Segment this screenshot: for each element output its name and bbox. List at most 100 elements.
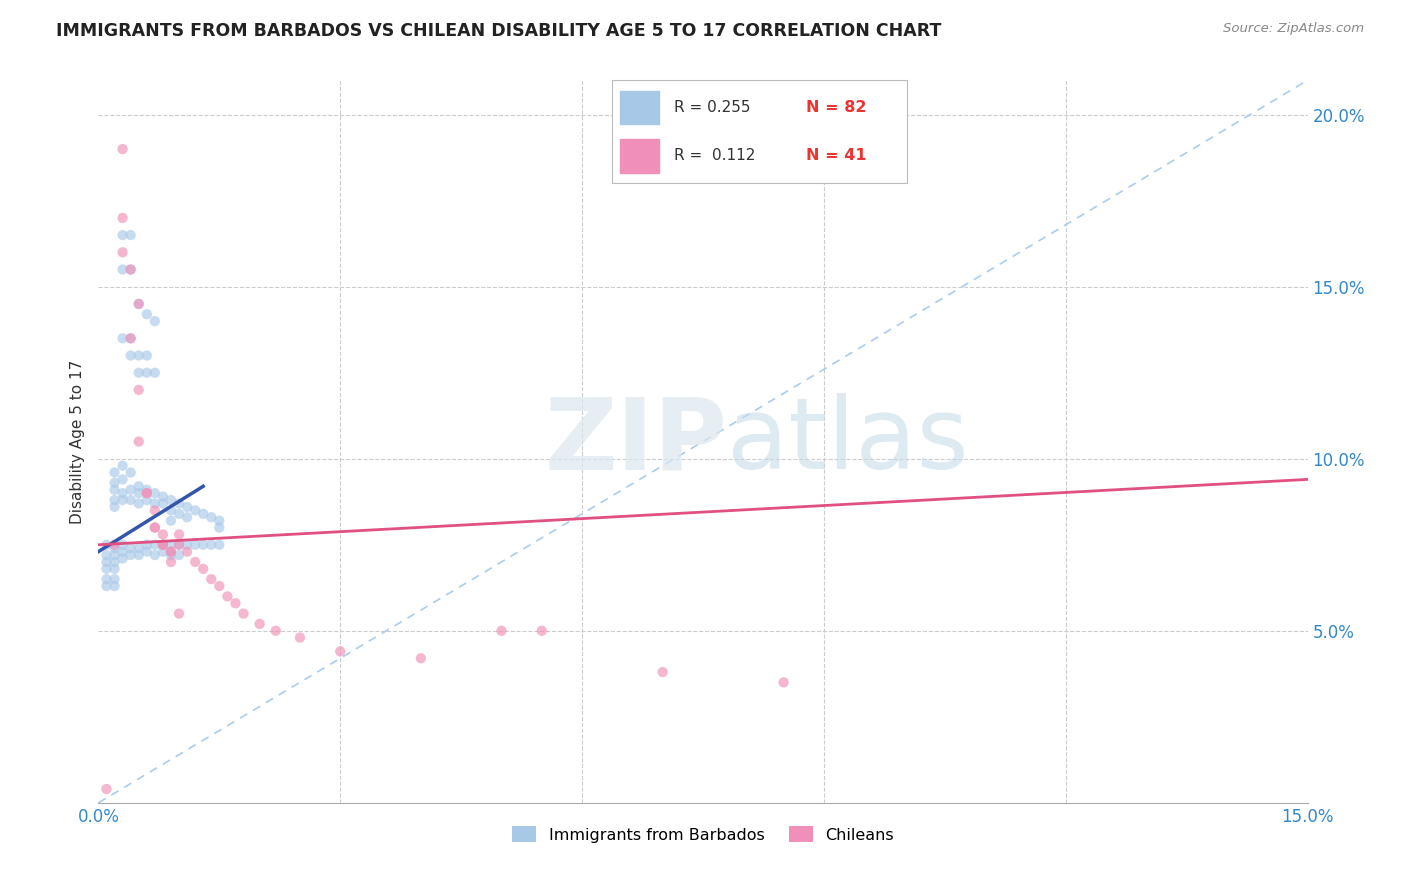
Point — [184, 555, 207, 569]
Point — [167, 527, 190, 541]
Point — [152, 538, 174, 552]
Point — [120, 262, 142, 277]
Point — [128, 366, 150, 380]
Point — [160, 514, 183, 528]
Text: R = 0.255: R = 0.255 — [673, 101, 751, 115]
Bar — [620, 139, 659, 173]
Point — [120, 331, 142, 345]
Point — [103, 475, 125, 490]
Point — [103, 572, 125, 586]
Point — [167, 538, 190, 552]
Point — [96, 572, 118, 586]
Point — [167, 548, 190, 562]
Point — [200, 572, 222, 586]
Point — [120, 541, 142, 556]
Point — [143, 520, 166, 534]
Point — [111, 486, 134, 500]
Point — [103, 555, 125, 569]
Point — [264, 624, 287, 638]
Point — [143, 314, 166, 328]
Point — [135, 486, 157, 500]
Point — [217, 590, 239, 604]
Point — [160, 544, 183, 558]
Point — [135, 486, 157, 500]
Point — [120, 331, 142, 345]
Point — [128, 486, 150, 500]
Point — [111, 551, 134, 566]
Point — [143, 496, 166, 510]
Point — [135, 483, 157, 497]
Point — [103, 538, 125, 552]
Point — [152, 538, 174, 552]
Point — [103, 541, 125, 556]
Point — [409, 651, 432, 665]
Point — [143, 520, 166, 534]
Point — [193, 562, 215, 576]
Legend: Immigrants from Barbados, Chileans: Immigrants from Barbados, Chileans — [506, 820, 900, 849]
Text: Source: ZipAtlas.com: Source: ZipAtlas.com — [1223, 22, 1364, 36]
Point — [111, 493, 134, 508]
Point — [111, 544, 134, 558]
Point — [135, 493, 157, 508]
Point — [143, 486, 166, 500]
Point — [160, 544, 183, 558]
Point — [152, 496, 174, 510]
Point — [208, 579, 231, 593]
Point — [128, 434, 150, 449]
Text: atlas: atlas — [727, 393, 969, 490]
Point — [111, 458, 134, 473]
Text: ZIP: ZIP — [544, 393, 727, 490]
Point — [160, 555, 183, 569]
Point — [135, 366, 157, 380]
Point — [176, 510, 198, 524]
Point — [128, 479, 150, 493]
Point — [135, 307, 157, 321]
Bar — [620, 91, 659, 124]
Point — [160, 538, 183, 552]
Point — [208, 520, 231, 534]
Point — [208, 538, 231, 552]
Point — [193, 507, 215, 521]
Point — [143, 548, 166, 562]
Point — [167, 496, 190, 510]
Point — [167, 507, 190, 521]
Point — [176, 544, 198, 558]
Point — [111, 538, 134, 552]
Text: N = 82: N = 82 — [807, 101, 868, 115]
Point — [128, 297, 150, 311]
Point — [111, 228, 134, 243]
Point — [103, 562, 125, 576]
Point — [208, 514, 231, 528]
Point — [232, 607, 254, 621]
Point — [135, 538, 157, 552]
Point — [120, 483, 142, 497]
Point — [329, 644, 352, 658]
Point — [120, 548, 142, 562]
Point — [135, 349, 157, 363]
Point — [200, 510, 222, 524]
Point — [152, 490, 174, 504]
Point — [143, 538, 166, 552]
Point — [160, 548, 183, 562]
Point — [96, 538, 118, 552]
Point — [160, 493, 183, 508]
Point — [152, 538, 174, 552]
Point — [200, 538, 222, 552]
Point — [128, 496, 150, 510]
Point — [128, 297, 150, 311]
Point — [772, 675, 794, 690]
Point — [120, 493, 142, 508]
Point — [103, 579, 125, 593]
Point — [193, 538, 215, 552]
Point — [249, 616, 271, 631]
Point — [103, 548, 125, 562]
Text: N = 41: N = 41 — [807, 148, 868, 163]
Point — [530, 624, 553, 638]
Point — [111, 245, 134, 260]
Point — [103, 466, 125, 480]
Point — [96, 579, 118, 593]
Point — [160, 503, 183, 517]
Point — [176, 500, 198, 514]
Point — [128, 548, 150, 562]
Point — [143, 503, 166, 517]
